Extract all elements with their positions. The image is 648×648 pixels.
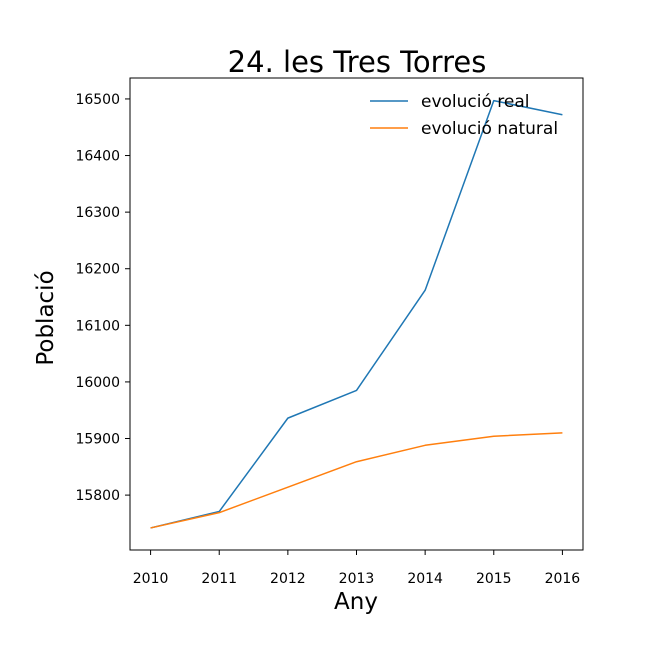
y-tick-label: 16400 (75, 149, 120, 165)
x-tick-label: 2013 (339, 571, 375, 587)
y-axis-label: Població (33, 270, 59, 365)
x-tick-label: 2011 (201, 571, 237, 587)
legend: evolució real evolució natural (370, 92, 558, 139)
legend-label-real: evolució real (421, 92, 530, 112)
y-axis: 15800 15900 16000 16100 16200 16300 16400 16500 (75, 92, 130, 504)
series-group (150, 99, 563, 529)
y-tick-label: 16200 (75, 262, 120, 278)
x-axis-label: Any (334, 589, 378, 615)
y-tick-label: 16100 (75, 318, 120, 334)
y-tick-label: 15900 (75, 432, 120, 448)
x-tick-label: 2012 (270, 571, 306, 587)
y-tick-label: 15800 (75, 488, 120, 504)
chart-title: 24. les Tres Torres (228, 45, 487, 79)
y-tick-label: 16000 (75, 375, 120, 391)
x-tick-label: 2015 (476, 571, 512, 587)
series-line-natural (150, 432, 563, 529)
legend-label-natural: evolució natural (421, 119, 558, 139)
plot-frame (129, 77, 584, 551)
x-axis: 2010 2011 2012 2013 2014 2015 2016 (133, 550, 581, 587)
y-tick-label: 16300 (75, 205, 120, 221)
y-tick-label: 16500 (75, 92, 120, 108)
x-tick-label: 2010 (133, 571, 169, 587)
series-line-real (150, 99, 563, 529)
x-tick-label: 2014 (407, 571, 443, 587)
x-tick-label: 2016 (545, 571, 581, 587)
